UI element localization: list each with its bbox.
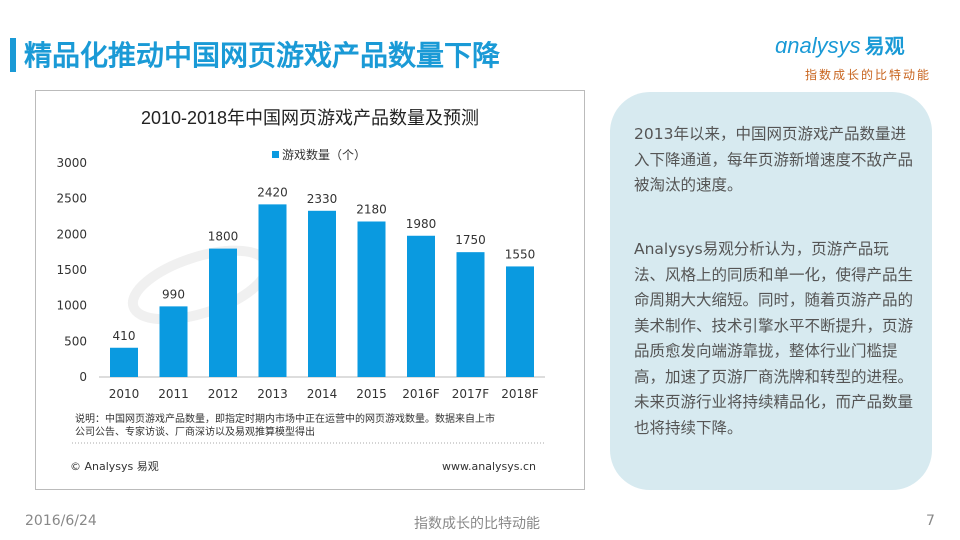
bar [209, 248, 237, 377]
page-number: 7 [926, 513, 935, 529]
analysis-paragraph-2: Analysys易观分析认为，页游产品玩法、风格上的同质和单一化，使得产品生命周… [634, 240, 914, 437]
y-tick-label: 500 [64, 334, 87, 348]
bar [456, 252, 485, 377]
title-accent-bar [10, 38, 16, 72]
x-tick-label: 2013 [257, 387, 288, 401]
data-label: 2420 [257, 185, 288, 199]
data-label: 2180 [356, 202, 387, 216]
x-tick-label: 2016F [402, 387, 440, 401]
y-tick-label: 1500 [56, 263, 87, 277]
y-tick-label: 3000 [56, 156, 87, 170]
bar [258, 204, 287, 377]
bar [407, 235, 435, 377]
footer-slogan: 指数成长的比特动能 [414, 516, 540, 532]
x-tick-label: 2010 [109, 387, 140, 401]
x-tick-label: 2015 [356, 387, 387, 401]
y-tick-label: 2500 [56, 192, 87, 206]
logo-cn: 易观 [864, 34, 905, 58]
chart-title: 2010-2018年中国网页游戏产品数量及预测 [141, 108, 479, 128]
chart-frame [35, 90, 585, 490]
chart-url: www.analysys.cn [442, 460, 536, 473]
data-label: 410 [113, 329, 136, 343]
chart-note: 说明：中国网页游戏产品数量，即指定时期内市场中正在运营中的网页游戏数量。数据来自… [75, 412, 495, 425]
legend-swatch [272, 151, 279, 158]
x-tick-label: 2011 [158, 387, 189, 401]
data-label: 2330 [307, 192, 338, 206]
chart-note-line2: 公司公告、专家访谈、厂商深访以及易观推算模型得出 [75, 425, 315, 438]
x-tick-label: 2018F [501, 387, 539, 401]
analysys-logo: ɑnalysys 易观 指数成长的比特动能 [775, 30, 945, 85]
bar [110, 347, 138, 377]
x-tick-label: 2012 [208, 387, 239, 401]
logo-en: ɑnalysys [775, 33, 861, 58]
legend-label: 游戏数量（个） [282, 147, 366, 162]
logo-slogan: 指数成长的比特动能 [805, 68, 932, 82]
footer-date: 2016/6/24 [25, 513, 97, 529]
chart-source: © Analysys 易观 [70, 460, 159, 473]
x-tick-label: 2017F [452, 387, 490, 401]
bar [357, 221, 386, 377]
y-tick-label: 1000 [56, 299, 87, 313]
y-tick-label: 2000 [56, 227, 87, 241]
data-label: 990 [162, 287, 185, 301]
logo-en-text: nalysys [787, 33, 861, 58]
data-label: 1550 [505, 247, 536, 261]
analysis-panel: 2013年以来，中国网页游戏产品数量进入下降通道，每年页游新增速度不敌产品被淘汰… [610, 92, 932, 490]
data-label: 1750 [455, 233, 486, 247]
y-tick-label: 0 [79, 370, 87, 384]
analysis-paragraph-1: 2013年以来，中国网页游戏产品数量进入下降通道，每年页游新增速度不敌产品被淘汰… [634, 125, 914, 194]
page-title: 精品化推动中国网页游戏产品数量下降 [24, 39, 501, 72]
bar [308, 210, 336, 377]
x-tick-label: 2014 [307, 387, 338, 401]
data-label: 1800 [208, 230, 239, 244]
data-label: 1980 [406, 217, 437, 231]
bar [506, 266, 534, 377]
bar [159, 306, 188, 377]
